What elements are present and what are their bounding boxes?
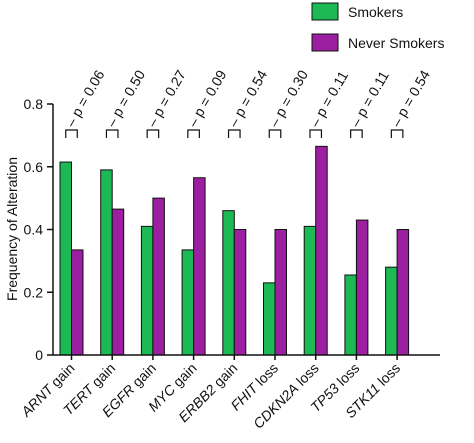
y-tick-label: 0.8	[24, 96, 44, 112]
significance-bracket	[187, 129, 200, 138]
y-axis-label: Frequency of Alteration	[4, 157, 20, 301]
significance-bracket	[105, 129, 119, 138]
y-axis: 0 0.2 0.4 0.6 0.8	[24, 96, 54, 363]
significance-bracket	[65, 129, 78, 138]
bar-smokers-erbb2	[222, 210, 235, 356]
bar-smokers-egfr	[140, 225, 154, 356]
p-value-label: – p = 0.09	[184, 67, 229, 129]
bar-never-smokers-cdkn2a	[315, 145, 328, 356]
p-value-label: – p = 0.27	[144, 67, 189, 129]
p-value-label: – p = 0.11	[306, 68, 351, 130]
legend-label-smokers: Smokers	[348, 4, 403, 20]
significance-bracket	[146, 129, 160, 138]
bar-never-smokers-arnt	[71, 249, 84, 356]
legend: Smokers Never Smokers	[311, 2, 444, 52]
legend-swatch-never-smokers	[311, 33, 339, 52]
y-tick-label: 0.4	[24, 222, 44, 238]
p-value-label: – p = 0.30	[266, 67, 311, 129]
bar-never-smokers-egfr	[152, 197, 165, 356]
p-value-label: – p = 0.50	[103, 67, 148, 129]
p-value-label: – p = 0.54	[225, 67, 270, 129]
bar-smokers-myc	[181, 249, 195, 356]
bar-smokers-cdkn2a	[303, 225, 317, 356]
y-tick-label: 0.2	[24, 284, 44, 300]
significance-bracket	[350, 129, 363, 138]
bar-never-smokers-myc	[193, 177, 206, 356]
significance-bracket	[309, 129, 323, 138]
bar-smokers-stk11	[385, 266, 398, 356]
significance-bracket	[268, 129, 282, 138]
p-value-label: – p = 0.06	[62, 67, 107, 129]
significance-bracket	[390, 129, 404, 138]
annotations: – p = 0.06– p = 0.50– p = 0.27– p = 0.09…	[62, 67, 433, 138]
legend-swatch-smokers	[311, 2, 339, 21]
bar-smokers-tert	[100, 169, 113, 356]
bar-smokers-tp53	[344, 274, 357, 356]
significance-bracket	[227, 129, 241, 138]
legend-label-never-smokers: Never Smokers	[348, 35, 444, 51]
bar-never-smokers-tp53	[355, 219, 369, 356]
y-tick-label: 0.6	[24, 159, 44, 175]
bar-smokers-arnt	[59, 161, 72, 356]
bar-never-smokers-stk11	[396, 229, 410, 356]
y-tick-label: 0	[35, 347, 43, 363]
bar-never-smokers-fhit	[274, 229, 287, 356]
bar-never-smokers-erbb2	[233, 229, 247, 356]
p-value-label: – p = 0.54	[388, 67, 433, 129]
p-value-label: – p = 0.11	[347, 68, 392, 130]
bars	[59, 145, 410, 356]
bar-never-smokers-tert	[111, 208, 125, 356]
bar-smokers-fhit	[263, 282, 276, 356]
